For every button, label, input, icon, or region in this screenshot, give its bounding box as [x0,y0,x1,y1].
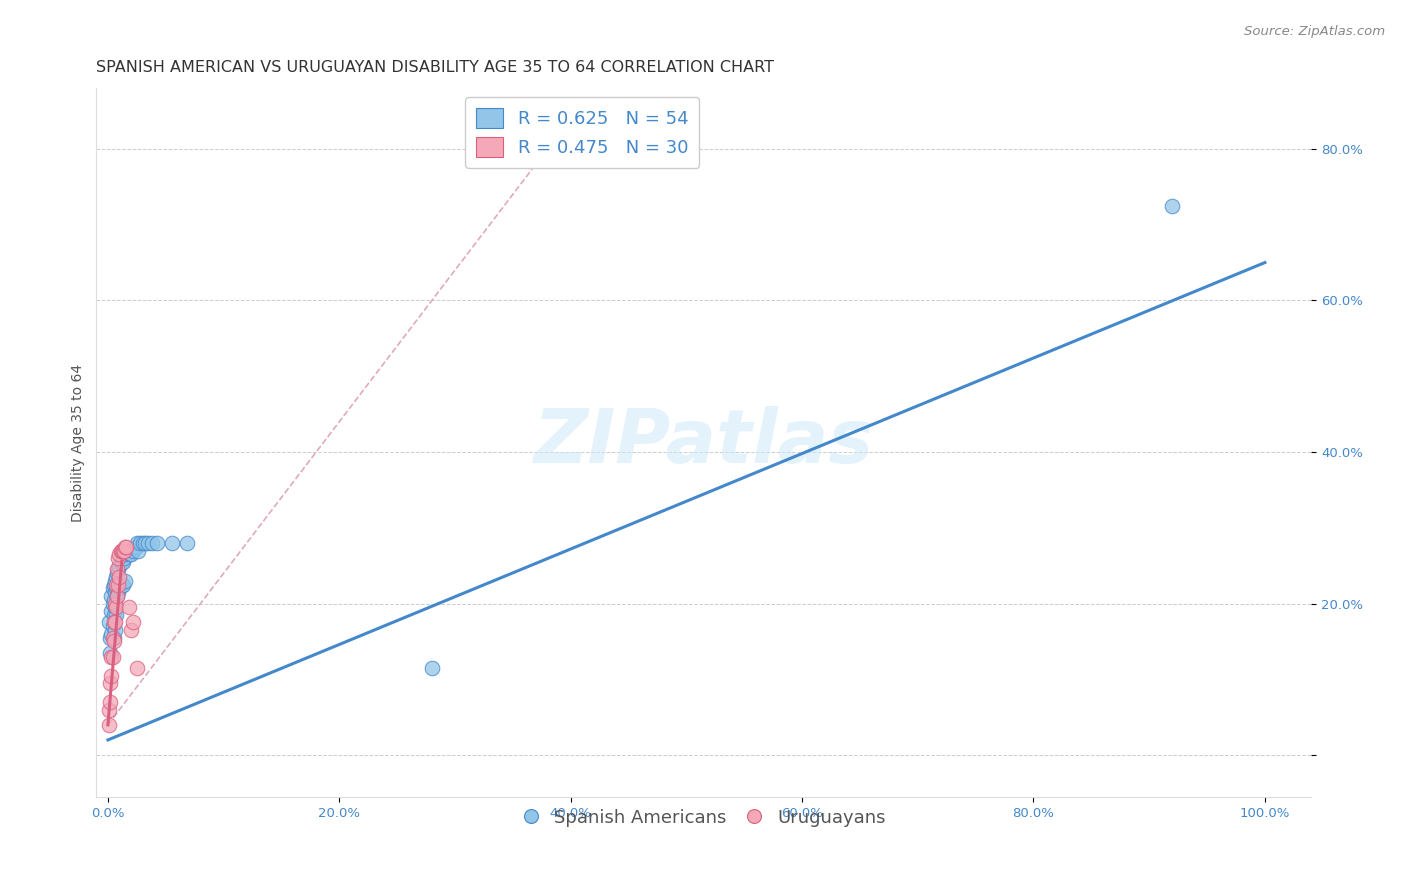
Point [111,555,134,569]
Point [103,634,125,648]
Point [122,543,145,558]
Point [118,600,141,615]
Y-axis label: Disability Age 35 to 64: Disability Age 35 to 64 [72,363,86,522]
Point [118,543,141,558]
Point [125,536,148,550]
Point [108,570,131,584]
Point [145,536,167,550]
Point [98,646,121,660]
Point [120,547,142,561]
Point [115,540,138,554]
Point [1161,199,1184,213]
Point [101,649,124,664]
Text: ZIPatlas: ZIPatlas [534,406,873,479]
Point [110,543,132,558]
Point [176,536,198,550]
Point [105,570,128,584]
Point [101,582,124,596]
Point [118,547,141,561]
Point [105,562,128,576]
Point [129,536,152,550]
Point [112,551,135,566]
Point [114,540,136,554]
Point [107,551,129,566]
Point [101,631,124,645]
Point [107,577,129,591]
Point [101,619,124,633]
Point [111,555,134,569]
Point [98,631,121,645]
Point [108,558,131,573]
Point [115,543,138,558]
Point [103,577,125,591]
Point [100,649,122,664]
Point [117,543,139,558]
Point [125,540,148,554]
Point [98,615,121,630]
Point [160,536,183,550]
Point [105,607,128,622]
Point [131,536,153,550]
Text: SPANISH AMERICAN VS URUGUAYAN DISABILITY AGE 35 TO 64 CORRELATION CHART: SPANISH AMERICAN VS URUGUAYAN DISABILITY… [97,60,775,75]
Point [98,718,121,732]
Point [105,577,128,591]
Point [122,615,145,630]
Point [104,597,127,611]
Point [103,592,125,607]
Text: Source: ZipAtlas.com: Source: ZipAtlas.com [1244,25,1385,38]
Point [104,600,127,615]
Point [103,607,125,622]
Legend: Spanish Americans, Uruguayans: Spanish Americans, Uruguayans [515,801,893,834]
Point [104,623,127,637]
Point [98,703,121,717]
Point [108,547,131,561]
Point [100,589,122,603]
Point [103,615,125,630]
Point [104,615,127,630]
Point [104,574,127,588]
Point [108,582,131,596]
Point [100,668,122,682]
Point [141,536,163,550]
Point [105,589,128,603]
Point [134,536,156,550]
Point [114,574,136,588]
Point [110,555,132,569]
Point [110,577,132,591]
Point [105,582,128,596]
Point [114,547,136,561]
Point [100,627,122,641]
Point [98,695,121,709]
Point [104,585,127,599]
Point [111,577,134,591]
Point [107,585,129,599]
Point [103,631,125,645]
Point [125,661,148,675]
Point [101,597,124,611]
Point [127,543,149,558]
Point [107,562,129,576]
Point [120,623,142,637]
Point [420,661,443,675]
Point [138,536,160,550]
Point [105,600,128,615]
Point [111,543,134,558]
Point [111,543,134,558]
Point [105,589,128,603]
Point [100,604,122,618]
Point [112,543,135,558]
Point [98,676,121,690]
Point [111,577,134,591]
Point [105,566,128,581]
